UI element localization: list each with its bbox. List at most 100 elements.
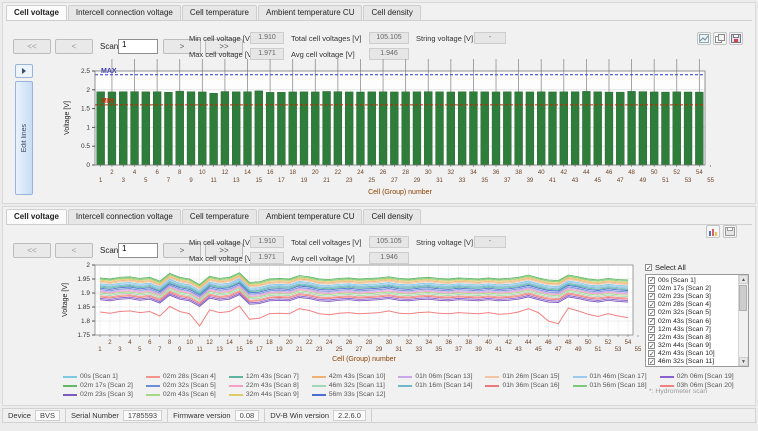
string-voltage-value: - (474, 32, 506, 44)
legend-label: 02m 32s [Scan 5] (162, 382, 216, 389)
first-scan-button-2[interactable]: << (13, 243, 51, 258)
legend-entry: 01h 26m [Scan 15] (485, 373, 560, 380)
next-scan-button[interactable]: > (163, 39, 201, 54)
legend-entry: 42m 43s [Scan 10] (311, 373, 385, 380)
scan-list-item[interactable]: 02m 32s [Scan 5] (648, 309, 738, 317)
checkbox-icon[interactable] (648, 325, 655, 333)
svg-text:2: 2 (110, 170, 114, 176)
tab-cell-temperature-2[interactable]: Cell temperature (181, 209, 257, 224)
scan-list-item[interactable]: 46m 32s [Scan 11] (648, 358, 738, 366)
series-color-swatch (63, 393, 77, 396)
tab-cell-density-2[interactable]: Cell density (363, 209, 421, 224)
prev-scan-button[interactable]: < (55, 39, 93, 54)
cell-voltage-line-chart: 1.75 1.8 1.85 1.9 1.95 2 1 2 3 4 5 6 7 8 9 10 11 12 13 14 15… (59, 259, 644, 376)
scan-list-item[interactable]: 22m 43s [Scan 8] (648, 333, 738, 341)
scan-list-item[interactable]: 32m 44s [Scan 9] (648, 342, 738, 350)
scan-number-input[interactable]: 1 (118, 39, 158, 54)
scan-list-item[interactable]: 02m 23s [Scan 3] (648, 292, 738, 300)
scan-list-item[interactable]: 12m 43s [Scan 7] (648, 325, 738, 333)
save-chart-button[interactable] (729, 32, 743, 45)
checkbox-icon[interactable] (648, 358, 655, 366)
legend-column: 12m 43s [Scan 7] 22m 43s [Scan 8] 32m 44s … (228, 373, 299, 398)
checkbox-icon[interactable] (648, 333, 655, 341)
save-chart-button-2[interactable] (723, 225, 737, 238)
hydrometer-scan-note: *: Hydrometer scan (649, 388, 708, 395)
legend-label: 01h 36m [Scan 16] (502, 382, 560, 389)
prev-scan-button-2[interactable]: < (55, 243, 93, 258)
svg-text:25: 25 (368, 178, 375, 184)
last-scan-button[interactable]: >> (205, 39, 243, 54)
scan-list-item[interactable]: 02m 43s [Scan 6] (648, 317, 738, 325)
svg-text:41: 41 (495, 347, 502, 353)
scroll-up-icon[interactable]: ▲ (739, 275, 748, 284)
scrollbar-thumb[interactable] (739, 285, 747, 311)
checkbox-icon[interactable] (648, 276, 655, 284)
copy-chart-button[interactable] (713, 32, 727, 45)
svg-text:16: 16 (267, 170, 274, 176)
svg-text:53: 53 (615, 347, 622, 353)
checkbox-icon[interactable] (648, 284, 655, 292)
tab-ambient-temperature-cu[interactable]: Ambient temperature CU (258, 5, 363, 20)
scan-label-2: Scan: (100, 246, 121, 255)
scan-list-item[interactable]: 42m 43s [Scan 10] (648, 350, 738, 358)
scrollbar-track[interactable] (739, 284, 748, 357)
svg-text:11: 11 (196, 347, 203, 353)
first-scan-button[interactable]: << (13, 39, 51, 54)
legend-label: 01h 56m [Scan 18] (589, 382, 647, 389)
series-color-swatch (145, 384, 160, 387)
tab-cell-temperature[interactable]: Cell temperature (181, 5, 257, 20)
legend-column: 01h 06m [Scan 13] 01h 16m [Scan 14] (398, 373, 472, 398)
svg-text:4: 4 (128, 340, 132, 346)
svg-text:15: 15 (236, 347, 243, 353)
checkbox-icon[interactable] (645, 264, 652, 272)
string-voltage-value-2: - (474, 236, 506, 248)
checkbox-icon[interactable] (648, 292, 655, 300)
scan-list-item[interactable]: 00s [Scan 1] (648, 276, 738, 284)
tab-cell-voltage-2[interactable]: Cell voltage (6, 209, 67, 224)
svg-text:33: 33 (459, 178, 466, 184)
legend-entry: 00s [Scan 1] (63, 373, 133, 380)
legend-entry: 02m 23s [Scan 3] (63, 391, 133, 398)
select-all-checkbox[interactable]: Select All (645, 263, 686, 272)
series-scan-11 (99, 288, 629, 302)
scan-list-item[interactable]: 02m 28s [Scan 4] (648, 301, 738, 309)
svg-text:36: 36 (445, 340, 452, 346)
svg-text:7: 7 (158, 347, 162, 353)
checkbox-icon[interactable] (648, 301, 655, 309)
export-image-button[interactable] (697, 32, 711, 45)
svg-text:23: 23 (316, 347, 323, 353)
scan-checkbox-list[interactable]: 00s [Scan 1]02m 17s [Scan 2]02m 23s [Sca… (645, 274, 749, 367)
tab-intercell-connection-voltage[interactable]: Intercell connection voltage (67, 5, 181, 20)
series-scan-17 (99, 279, 629, 293)
scan-number-input-2[interactable]: 1 (118, 243, 158, 258)
svg-text:20: 20 (286, 340, 293, 346)
scroll-down-icon[interactable]: ▼ (739, 357, 748, 366)
chart-view-button[interactable] (706, 225, 720, 238)
tab-cell-voltage[interactable]: Cell voltage (6, 5, 67, 20)
legend-entry: 22m 43s [Scan 8] (228, 382, 299, 389)
collapse-side-panel-button[interactable] (15, 64, 33, 78)
checkbox-icon[interactable] (648, 350, 655, 358)
edit-lines-side-tab[interactable]: Edit lines (15, 81, 33, 195)
next-scan-button-2[interactable]: > (163, 243, 201, 258)
checkbox-icon[interactable] (648, 317, 655, 325)
tab-ambient-temperature-cu-2[interactable]: Ambient temperature CU (258, 209, 363, 224)
checkbox-icon[interactable] (648, 342, 655, 350)
scan-list-scrollbar[interactable]: ▲ ▼ (738, 275, 748, 366)
scan-list-item[interactable]: 02m 17s [Scan 2] (648, 284, 738, 292)
checkbox-icon[interactable] (648, 309, 655, 317)
svg-text:44: 44 (583, 170, 590, 176)
tab-intercell-connection-voltage-2[interactable]: Intercell connection voltage (67, 209, 181, 224)
last-scan-button-2[interactable]: >> (205, 243, 243, 258)
tab-cell-density[interactable]: Cell density (363, 5, 421, 20)
svg-text:1.95: 1.95 (77, 276, 90, 283)
svg-text:22: 22 (335, 170, 342, 176)
scan-item-label: 32m 44s [Scan 9] (658, 342, 711, 350)
svg-text:26: 26 (346, 340, 353, 346)
svg-text:47: 47 (617, 178, 624, 184)
series-scan-3 (99, 294, 629, 307)
legend-entry: 02h 06m [Scan 19] (659, 373, 734, 380)
svg-text:1.8: 1.8 (81, 318, 90, 325)
svg-text:5: 5 (144, 178, 148, 184)
series-scan-20 (99, 305, 629, 327)
